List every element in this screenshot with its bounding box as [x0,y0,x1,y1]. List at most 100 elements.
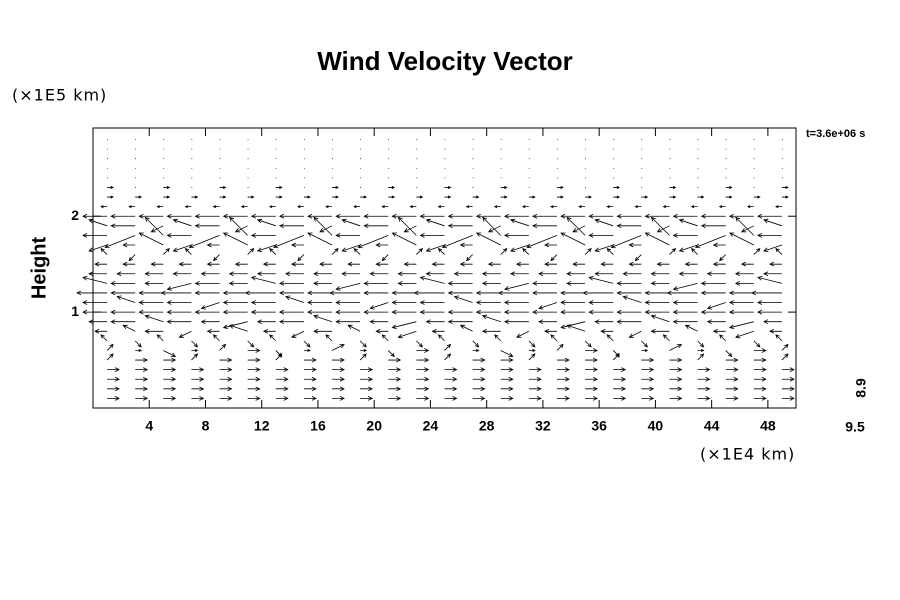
wind-vector [88,319,108,325]
wind-vector [138,300,164,305]
wind-vector [416,367,430,373]
wind-vector [616,280,642,286]
chart-title: Wind Velocity Vector [317,46,573,76]
wind-vector [572,225,586,233]
wind-vector [222,232,248,246]
wind-vector [697,340,705,348]
wind-vector [556,376,570,382]
wind-vector [275,195,283,199]
wind-vector [700,309,726,315]
wind-vector [728,290,754,296]
wind-vector [403,261,417,267]
wind-vector [381,334,389,342]
wind-vector [341,244,361,253]
x-tick-label: 40 [648,418,664,434]
wind-vector [332,195,339,199]
wind-vector [437,205,445,209]
wind-vector [500,376,514,382]
wind-vector [138,290,164,296]
wind-vector [775,334,783,342]
wind-vector [500,367,514,373]
wind-vector [481,271,501,277]
wind-vector [319,261,333,267]
wind-vector [413,290,445,296]
wind-vector [500,396,514,401]
wind-vector [100,334,108,342]
wind-vector [509,271,529,277]
wind-vector [135,376,149,382]
wind-vector [172,271,192,277]
wind-vector [303,396,317,401]
wind-vector [600,328,614,334]
wind-vector [332,367,345,373]
wind-vector [303,195,311,199]
wind-vector [262,328,276,334]
wind-vector [416,195,424,199]
wind-vector [313,271,333,277]
wind-vector [725,376,739,382]
wind-vector [684,324,698,332]
wind-vector [359,353,367,361]
wind-vector [444,376,458,382]
y-tick-label: 2 [71,207,79,223]
wind-vector [753,195,761,199]
wind-vector [453,295,473,303]
wind-vector [425,319,445,325]
wind-vector [556,343,564,351]
wind-vector [697,396,711,401]
wind-vector [285,271,304,277]
wind-vector [250,300,276,305]
wind-vector [388,376,402,382]
wind-vector [769,261,782,267]
wind-vector [107,386,120,392]
wind-vector [763,271,782,277]
wind-vector [538,319,557,325]
wind-vector [585,396,598,401]
wind-vector [753,376,767,382]
wind-vector [763,244,783,253]
wind-vector [606,247,614,255]
wind-vector [560,300,586,305]
wind-vector [585,195,592,199]
wind-vector [622,295,642,303]
wind-vector [656,225,670,233]
wind-vector [510,244,529,253]
wind-vector [307,232,333,246]
wind-vector [560,213,586,219]
wind-vector [437,247,445,255]
wind-vector [465,254,473,262]
wind-vector [388,357,402,363]
wind-vector [397,280,417,286]
wind-vector [526,235,558,249]
wind-vector [725,367,739,373]
side-label: 8.9 [853,378,869,398]
wind-vector [472,195,480,199]
wind-vector [528,348,536,353]
x-tick-label: 8 [202,418,210,434]
wind-vector [331,247,339,255]
wind-vector [369,302,389,310]
wind-vector [194,280,220,286]
x-tick-label: 16 [310,418,326,434]
wind-vector [482,216,502,236]
wind-vector [656,261,670,267]
wind-vector [307,290,333,296]
wind-vector [628,261,642,267]
x-tick-label: 44 [704,418,720,434]
wind-vector [494,334,502,342]
wind-vector [250,309,276,315]
wind-vector [644,309,670,315]
wind-vector [369,271,389,277]
wind-vector [544,261,557,267]
wind-vector [613,185,621,190]
wind-vector [740,261,754,267]
wind-vector [244,290,276,296]
wind-vector [606,205,614,209]
wind-vector [363,280,389,286]
wind-vector [375,261,389,267]
wind-vector [700,223,726,229]
wind-vector [191,376,205,382]
wind-vector [381,254,389,262]
wind-vector [690,247,698,255]
wind-vector [222,309,248,315]
